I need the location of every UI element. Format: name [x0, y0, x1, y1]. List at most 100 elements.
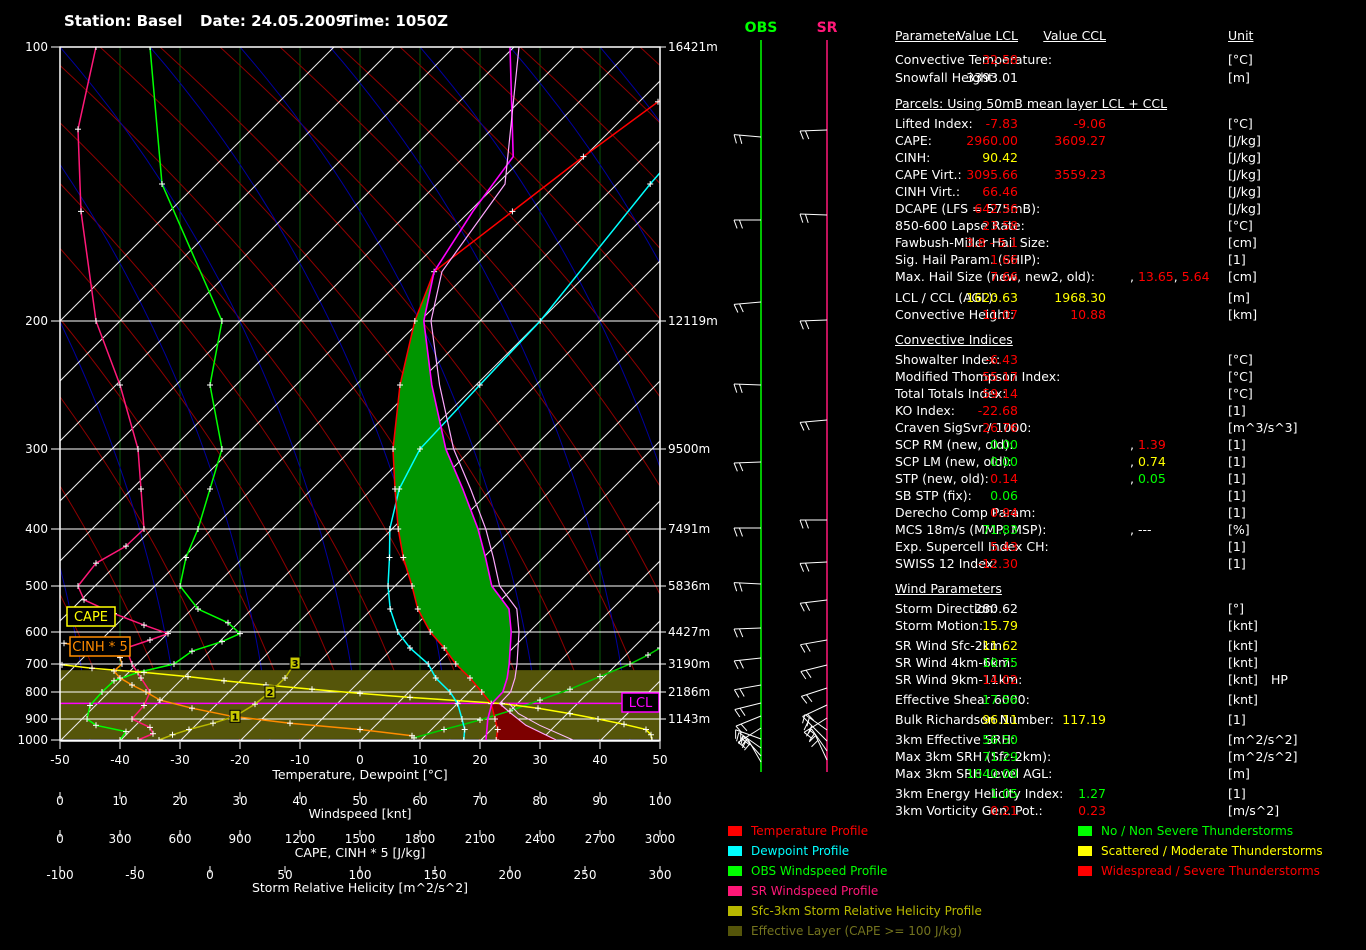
value-extra: , 13.65, 5.64 — [1130, 269, 1210, 284]
axis-tick-label: 10 — [112, 794, 127, 808]
value-extra: , 0.05 — [1130, 471, 1166, 486]
unit-label: [J/kg] — [1228, 133, 1261, 148]
wind-barb-feather — [739, 528, 742, 536]
legend-label: SR Windspeed Profile — [751, 884, 878, 898]
wind-barb-feather — [734, 528, 737, 536]
table-row: KO Index:-22.68[1] — [893, 403, 1363, 420]
value-segment: 32.58 — [982, 52, 1018, 67]
axis-tick-label: -40 — [110, 753, 130, 767]
legend-item: Widespread / Severe Thunderstorms — [1078, 864, 1323, 884]
value-segment: 14.02 — [982, 672, 1018, 687]
wind-barb-feather — [744, 743, 750, 750]
value-ccl: -9.06 — [1074, 116, 1106, 131]
unit-label: [m^2/s^2] — [1228, 732, 1298, 747]
value-segment: 0.14 — [990, 471, 1018, 486]
axis-tick-label: 50 — [652, 753, 667, 767]
wind-barb-feather — [800, 321, 803, 329]
wind-barb-feather — [800, 422, 804, 430]
table-row: Max 3km SRH Level AGL:1040.00[m] — [893, 766, 1363, 783]
axis-tick-label: 3000 — [645, 832, 676, 846]
wind-barb-feather — [800, 563, 804, 571]
wind-axis: 0102030405060708090100Windspeed [knt] — [56, 792, 671, 821]
table-row: Craven SigSvr / 1000:26.76[m^3/s^3] — [893, 420, 1363, 437]
value-ccl: 1968.30 — [1054, 290, 1106, 305]
wind-barb-feather — [739, 629, 742, 637]
value-lcl: 5.43 — [990, 539, 1018, 554]
dry-adiabat — [820, 47, 890, 741]
value-lcl: 0.94 — [990, 505, 1018, 520]
unit-label: [1] — [1228, 539, 1246, 554]
table-row: 850-600 Lapse Rate:23.58[°C] — [893, 218, 1363, 235]
unit-label: [knt] — [1228, 692, 1258, 707]
wind-barb-feather — [800, 520, 803, 528]
legend-swatch-icon — [728, 906, 742, 916]
wind-barb — [736, 730, 761, 739]
axis-tick-label: 0 — [206, 868, 214, 882]
value-lcl: 0.14 — [990, 471, 1018, 486]
unit-label: [knt] — [1228, 655, 1258, 670]
value-segment: -22.68 — [978, 403, 1018, 418]
table-row: 3km Vorticity Gen. Pot.:0.210.23[m/s^2] — [893, 803, 1363, 820]
value-lcl: 1620.63 — [966, 290, 1018, 305]
value-segment: 1968.30 — [1054, 290, 1106, 305]
unit-label: [°C] — [1228, 386, 1253, 401]
table-row: DCAPE (LFS = 575mB):642.36[J/kg] — [893, 201, 1363, 218]
value-segment: 1.27 — [1078, 786, 1106, 801]
wind-barb-feather — [734, 304, 738, 312]
unit-label: [J/kg] — [1228, 201, 1261, 216]
value-lcl: 71.29 — [982, 749, 1018, 764]
axis-tick-label: 30 — [532, 753, 547, 767]
wind-barb-feather — [740, 708, 745, 715]
wind-barb — [800, 420, 827, 422]
dry-adiabat — [760, 47, 890, 741]
profile-legend: Temperature ProfileDewpoint ProfileOBS W… — [728, 824, 982, 944]
isotherm — [180, 47, 874, 741]
value-ccl: 3559.23 — [1054, 167, 1106, 182]
value-segment: 0.00 — [990, 437, 1018, 452]
unit-label: [m] — [1228, 290, 1250, 305]
table-row: Exp. Supercell Index CH:5.43 [1] — [893, 539, 1363, 556]
isotherm — [0, 47, 394, 741]
axis-tick-label: 30 — [232, 794, 247, 808]
legend-label: No / Non Severe Thunderstorms — [1101, 824, 1293, 838]
unit-label: [1] — [1228, 556, 1246, 571]
unit-label: [km] — [1228, 307, 1257, 322]
table-row: CAPE:2960.003609.27[J/kg] — [893, 133, 1363, 150]
height-label: 12119m — [668, 314, 718, 328]
legend-swatch-icon — [728, 826, 742, 836]
value-lcl: 66.46 — [982, 184, 1018, 199]
col-value-ccl: Value CCL — [1043, 28, 1106, 43]
axis-title: CAPE, CINH * 5 [J/kg] — [295, 845, 426, 860]
pressure-tick-label: 100 — [25, 40, 48, 54]
sr-column-label: SR — [817, 20, 838, 36]
wind-barb-feather — [740, 689, 745, 697]
height-label: 4427m — [668, 625, 710, 639]
table-row: Snowfall Height:3393.01[m] — [893, 70, 1363, 87]
value-segment: --- — [1138, 522, 1152, 537]
wind-barb — [800, 214, 827, 215]
legend-item: No / Non Severe Thunderstorms — [1078, 824, 1323, 844]
axis-tick-label: -100 — [46, 868, 73, 882]
parameter-label: Exp. Supercell Index CH: — [895, 539, 1049, 554]
value-segment: 66.46 — [982, 184, 1018, 199]
value-segment: 3559.23 — [1054, 167, 1106, 182]
value-lcl: 55.17 — [982, 369, 1018, 384]
axis-tick-label: -10 — [290, 753, 310, 767]
value-lcl: 15.79 — [982, 618, 1018, 633]
value-lcl: 90.42 — [982, 150, 1018, 165]
legend-swatch-icon — [728, 846, 742, 856]
value-segment: 56.50 — [982, 732, 1018, 747]
parameter-label: Bulk Richardson Number: — [895, 712, 1054, 727]
legend-swatch-icon — [728, 866, 742, 876]
col-value-lcl: Value LCL — [957, 28, 1018, 43]
table-row: Bulk Richardson Number:96.11117.19[1] — [893, 712, 1363, 729]
value-segment: 7.66 — [990, 269, 1018, 284]
value-lcl: 642.36 — [974, 201, 1018, 216]
axis-tick-label: 40 — [292, 794, 307, 808]
value-segment: 10.75 — [982, 655, 1018, 670]
unit-label: [m] — [1228, 766, 1250, 781]
table-row: Fawbush-Miller Hail Size:3.8 - 5.1[cm] — [893, 235, 1363, 252]
value-ccl: 117.19 — [1062, 712, 1106, 727]
axis-title: Storm Relative Helicity [m^2/s^2] — [252, 880, 468, 895]
value-segment: -7.83 — [986, 116, 1018, 131]
